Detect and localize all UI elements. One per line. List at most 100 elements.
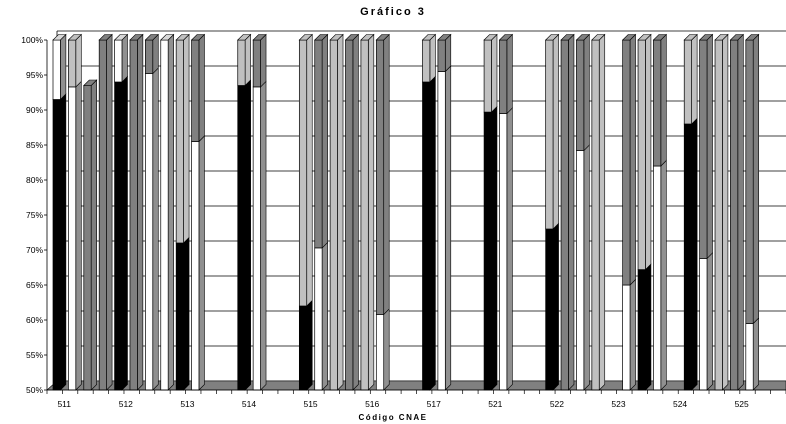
bar-segment xyxy=(237,39,246,86)
bar-segment xyxy=(175,39,184,244)
bar-side xyxy=(660,33,667,167)
bar-segment xyxy=(68,39,77,88)
bar-top xyxy=(252,34,267,41)
bar-side xyxy=(198,135,205,391)
bar-side xyxy=(691,117,698,391)
bar-side xyxy=(491,105,498,391)
y-tick-label: 85% xyxy=(26,140,43,150)
bar-segment xyxy=(653,165,662,391)
bar-side xyxy=(645,263,652,391)
bar-side xyxy=(706,252,713,391)
bar-segment xyxy=(252,86,261,391)
bar-side xyxy=(90,79,97,391)
bar-top xyxy=(575,34,591,41)
bar-side xyxy=(321,241,328,391)
bar-side xyxy=(752,317,760,391)
bar-top xyxy=(591,34,606,41)
bar-segment xyxy=(191,141,200,391)
bar-side xyxy=(752,33,760,325)
bar-segment xyxy=(576,150,585,391)
x-tick-label: 512 xyxy=(119,399,133,409)
x-tick-label: 521 xyxy=(488,399,502,409)
bar-segment xyxy=(237,85,246,391)
x-tick-label: 516 xyxy=(365,399,379,409)
bar-side xyxy=(60,93,67,391)
bar-top xyxy=(714,34,729,41)
y-tick-label: 60% xyxy=(26,315,43,325)
bar-side xyxy=(167,33,174,391)
bar-segment xyxy=(83,85,92,391)
bar-side xyxy=(645,33,652,271)
bar-side xyxy=(368,33,375,391)
bar-segment xyxy=(591,39,600,391)
bar-segment xyxy=(175,242,184,391)
bar-segment xyxy=(730,39,739,391)
bar-segment xyxy=(145,73,154,391)
bar-segment xyxy=(314,247,323,391)
bar-side xyxy=(444,65,452,391)
bar-side xyxy=(737,33,744,391)
bar-side xyxy=(629,33,636,286)
bar-side xyxy=(306,33,313,307)
bar-segment xyxy=(160,39,169,391)
y-tick-label: 100% xyxy=(21,35,43,45)
bar-top xyxy=(560,34,575,41)
bar-side xyxy=(491,33,498,113)
y-tick-label: 55% xyxy=(26,350,43,360)
x-tick-label: 517 xyxy=(427,399,441,409)
x-tick-label: 515 xyxy=(303,399,317,409)
bar-segment xyxy=(637,39,646,270)
bar-top xyxy=(98,34,113,41)
bar-top xyxy=(175,34,190,41)
bar-segment xyxy=(375,39,385,315)
bar-top xyxy=(375,34,390,41)
x-tick-label: 511 xyxy=(57,399,71,409)
bar-side xyxy=(583,33,590,152)
bar-side xyxy=(260,33,267,88)
bar-side xyxy=(244,79,251,391)
bar-segment xyxy=(437,71,446,391)
bar-segment xyxy=(714,39,723,391)
x-tick-label: 514 xyxy=(242,399,256,409)
bar-top xyxy=(237,34,252,41)
x-tick-label: 524 xyxy=(673,399,687,409)
bar-segment xyxy=(114,39,123,83)
bar-segment xyxy=(545,39,554,230)
bar-segment xyxy=(329,39,338,391)
bar-top xyxy=(637,34,652,41)
bar-segment xyxy=(298,39,308,307)
bar-side xyxy=(552,222,559,391)
bar-segment xyxy=(622,39,631,286)
bar-side xyxy=(152,67,159,391)
y-tick-label: 70% xyxy=(26,245,43,255)
bar-side xyxy=(183,236,190,391)
bar-segment xyxy=(52,39,61,100)
chart-title: Gráfico 3 xyxy=(360,6,426,18)
bar-side xyxy=(75,80,82,391)
bar-segment xyxy=(98,39,107,391)
bar-segment xyxy=(422,39,431,83)
y-tick-label: 75% xyxy=(26,210,43,220)
bar-segment xyxy=(345,39,354,391)
bar-side xyxy=(383,308,390,391)
bar-side xyxy=(121,75,128,391)
bar-side xyxy=(568,33,575,391)
bar-side xyxy=(306,299,313,391)
bar-segment xyxy=(129,39,138,391)
bar-top xyxy=(421,34,437,41)
bar-segment xyxy=(637,269,646,391)
bar-segment xyxy=(422,81,431,391)
bar-segment xyxy=(499,39,508,114)
bar-side xyxy=(506,107,513,391)
x-tick-label: 513 xyxy=(180,399,194,409)
bar-segment xyxy=(437,39,446,72)
bar-top xyxy=(144,34,159,41)
bar-side xyxy=(583,144,590,391)
bar-side xyxy=(75,33,82,88)
bar-segment xyxy=(745,39,754,324)
x-tick-label: 522 xyxy=(550,399,564,409)
bar-top xyxy=(621,34,637,41)
bar-side xyxy=(152,33,159,75)
bar-side xyxy=(552,33,559,230)
bar-segment xyxy=(314,39,323,249)
